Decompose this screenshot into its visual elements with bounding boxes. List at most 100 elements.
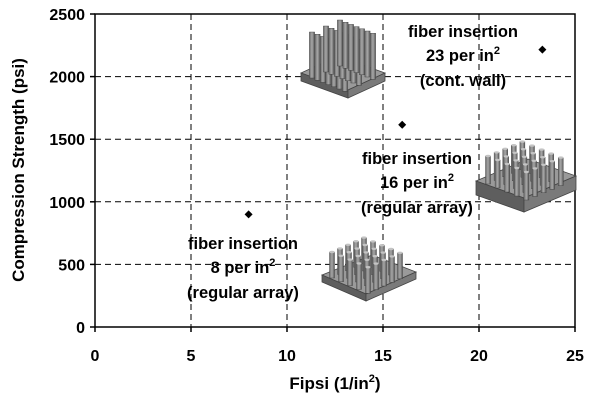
annotation-16-line1: fiber insertion	[362, 150, 472, 168]
fiber-wall-segment	[342, 22, 349, 69]
fiber-pin	[347, 259, 353, 286]
data-point	[244, 210, 253, 219]
fiber-pin	[381, 259, 387, 287]
fiber-pin-top	[381, 258, 387, 262]
fiber-wall-23-illustration	[299, 19, 387, 99]
fiber-pin	[558, 157, 564, 186]
fiber-wall-segment	[337, 19, 343, 67]
annotation-8-line2-sup: 2	[269, 257, 275, 269]
fiber-pin-top	[345, 243, 351, 246]
fiber-array-16-illustration	[474, 140, 578, 213]
x-tick-label: 5	[187, 348, 196, 365]
fiber-wall-segment	[309, 31, 315, 79]
fiber-pin-top	[389, 255, 395, 258]
fiber-wall-segment	[314, 34, 321, 81]
fiber-pin	[540, 164, 547, 194]
fiber-pin-top	[371, 247, 377, 250]
fiber-pin-top	[364, 258, 370, 261]
fiber-pin-top	[346, 251, 352, 254]
fiber-pin-top	[519, 140, 525, 143]
fiber-pin-top	[356, 262, 362, 265]
fiber-pin-top	[523, 170, 529, 174]
y-tick-label: 1000	[49, 195, 85, 212]
fiber-pin-top	[388, 247, 394, 251]
fiber-pin-top	[504, 162, 510, 166]
fiber-wall-segment	[328, 28, 335, 75]
annotation-23-line1: fiber insertion	[408, 23, 518, 41]
fiber-pin-top	[531, 159, 537, 162]
data-points	[244, 45, 547, 219]
fiber-pin-top	[363, 251, 369, 254]
fiber-pin-top	[541, 163, 547, 166]
fiber-wall-segment	[364, 30, 371, 78]
fiber-pin-top	[529, 144, 535, 147]
x-axis-label: Fipsi (1/in2)	[289, 373, 380, 393]
fiber-pin	[514, 167, 520, 197]
fiber-wall-segment	[353, 26, 360, 73]
fiber-pin-top	[362, 243, 368, 247]
fiber-pin	[338, 255, 344, 283]
fiber-pin-top	[539, 148, 545, 151]
data-point	[538, 45, 547, 54]
fiber-pin-top	[379, 244, 385, 247]
annotation-23-line2-sup: 2	[494, 45, 500, 57]
y-tick-label: 2000	[49, 70, 85, 87]
y-axis-label: Compression Strength (psi)	[9, 58, 28, 282]
annotation-23-line2: 23 per in2	[426, 45, 500, 65]
annotation-23-line3: (cont. wall)	[420, 72, 506, 90]
x-tick-label: 15	[374, 348, 392, 365]
fiber-pin-top	[514, 166, 520, 170]
x-axis-ticks: 0 5 10 15 20 25	[91, 327, 584, 365]
x-tick-label: 10	[278, 348, 296, 365]
fiber-pin	[373, 263, 379, 290]
fiber-pin	[494, 159, 501, 189]
fiber-wall-segment	[348, 24, 354, 71]
fiber-pin-top	[361, 236, 367, 239]
fiber-pin	[549, 160, 555, 190]
fiber-pin-top	[494, 151, 500, 154]
y-tick-label: 1500	[49, 132, 85, 149]
fiber-pin-top	[338, 254, 344, 257]
fiber-wall-segment	[370, 33, 376, 80]
fiber-pin-top	[365, 266, 371, 269]
fiber-pin-top	[512, 151, 518, 154]
fiber-pin-top	[370, 240, 376, 243]
fiber-pin-top	[532, 167, 538, 170]
annotation-8-line1: fiber insertion	[188, 235, 298, 253]
fiber-pin-top	[495, 158, 501, 162]
annotation-16-line2: 16 per in2	[380, 172, 454, 192]
fiber-pin-top	[354, 247, 360, 250]
fiber-pin	[523, 171, 530, 201]
fiber-pin	[389, 256, 395, 283]
fiber-pin	[365, 267, 371, 294]
x-axis-label-sup: 2	[369, 373, 375, 385]
fiber-pin-top	[549, 160, 555, 163]
fiber-pin-top	[347, 258, 353, 261]
fiber-pin-top	[372, 255, 378, 258]
fiber-pin	[485, 155, 491, 185]
fiber-pin-top	[503, 155, 509, 158]
x-tick-label: 25	[566, 348, 584, 365]
fiber-pin-top	[511, 144, 517, 147]
y-tick-label: 0	[76, 320, 85, 337]
fiber-pin-top	[530, 152, 536, 155]
fiber-pin	[356, 263, 362, 290]
fiber-pin-top	[502, 147, 508, 150]
y-axis-ticks: 0 500 1000 1500 2000 2500	[49, 7, 95, 337]
fiber-pin-top	[520, 148, 526, 151]
fiber-pin	[397, 252, 403, 280]
annotation-23-line2-text: 23 per in	[426, 47, 494, 65]
fiber-pin-top	[373, 262, 379, 265]
y-tick-label: 2500	[49, 7, 85, 24]
x-tick-label: 0	[91, 348, 100, 365]
fiber-pin-top	[513, 159, 519, 162]
fiber-pin-top	[355, 254, 361, 258]
fiber-pin-top	[522, 163, 528, 166]
fiber-pin-top	[540, 156, 546, 159]
fiber-wall-segment	[359, 28, 365, 75]
x-axis-label-text: Fipsi (1/in	[289, 374, 368, 393]
fiber-pin	[329, 251, 335, 279]
annotation-8-line2-text: 8 per in	[211, 259, 270, 277]
fiber-pin-top	[397, 251, 403, 254]
fiber-pin-top	[380, 251, 386, 254]
